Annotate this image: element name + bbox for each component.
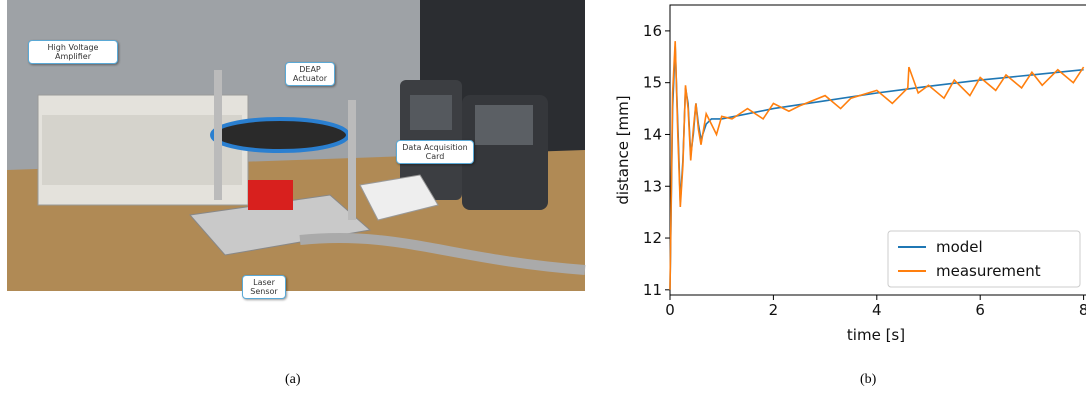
legend-label: model xyxy=(936,238,983,256)
photo-callout: Laser Sensor xyxy=(242,275,286,299)
x-tick-label: 2 xyxy=(769,301,779,319)
y-tick-label: 15 xyxy=(643,74,662,92)
caption: (a) xyxy=(285,372,301,388)
photo-callout: Data Acquisition Card xyxy=(396,140,474,164)
x-tick-label: 4 xyxy=(872,301,882,319)
y-axis-label: distance [mm] xyxy=(614,95,632,204)
legend-label: measurement xyxy=(936,262,1041,280)
photo-callout: High Voltage Amplifier xyxy=(28,40,118,64)
photo-callout: DEAP Actuator xyxy=(285,62,335,86)
line-chart: time [s] distance [mm] 11 12 13 14 15 16 0 2 4 6 8… xyxy=(614,5,1086,344)
caption: (b) xyxy=(860,372,876,388)
y-tick-label: 13 xyxy=(643,177,662,195)
y-tick-label: 12 xyxy=(643,229,662,247)
x-axis-label: time [s] xyxy=(847,326,905,344)
x-tick-label: 0 xyxy=(665,301,675,319)
y-tick-label: 14 xyxy=(643,125,662,143)
figure: time [s] distance [mm] 11 12 13 14 15 16 0 2 4 6 8… xyxy=(0,0,1086,406)
x-tick-label: 8 xyxy=(1079,301,1086,319)
page: time [s] distance [mm] 11 12 13 14 15 16 0 2 4 6 8… xyxy=(0,0,1086,406)
x-tick-label: 6 xyxy=(975,301,985,319)
y-tick-label: 16 xyxy=(643,22,662,40)
y-tick-label: 11 xyxy=(643,281,662,299)
